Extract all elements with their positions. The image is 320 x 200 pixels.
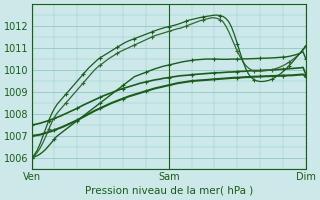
X-axis label: Pression niveau de la mer( hPa ): Pression niveau de la mer( hPa ) [84, 186, 253, 196]
